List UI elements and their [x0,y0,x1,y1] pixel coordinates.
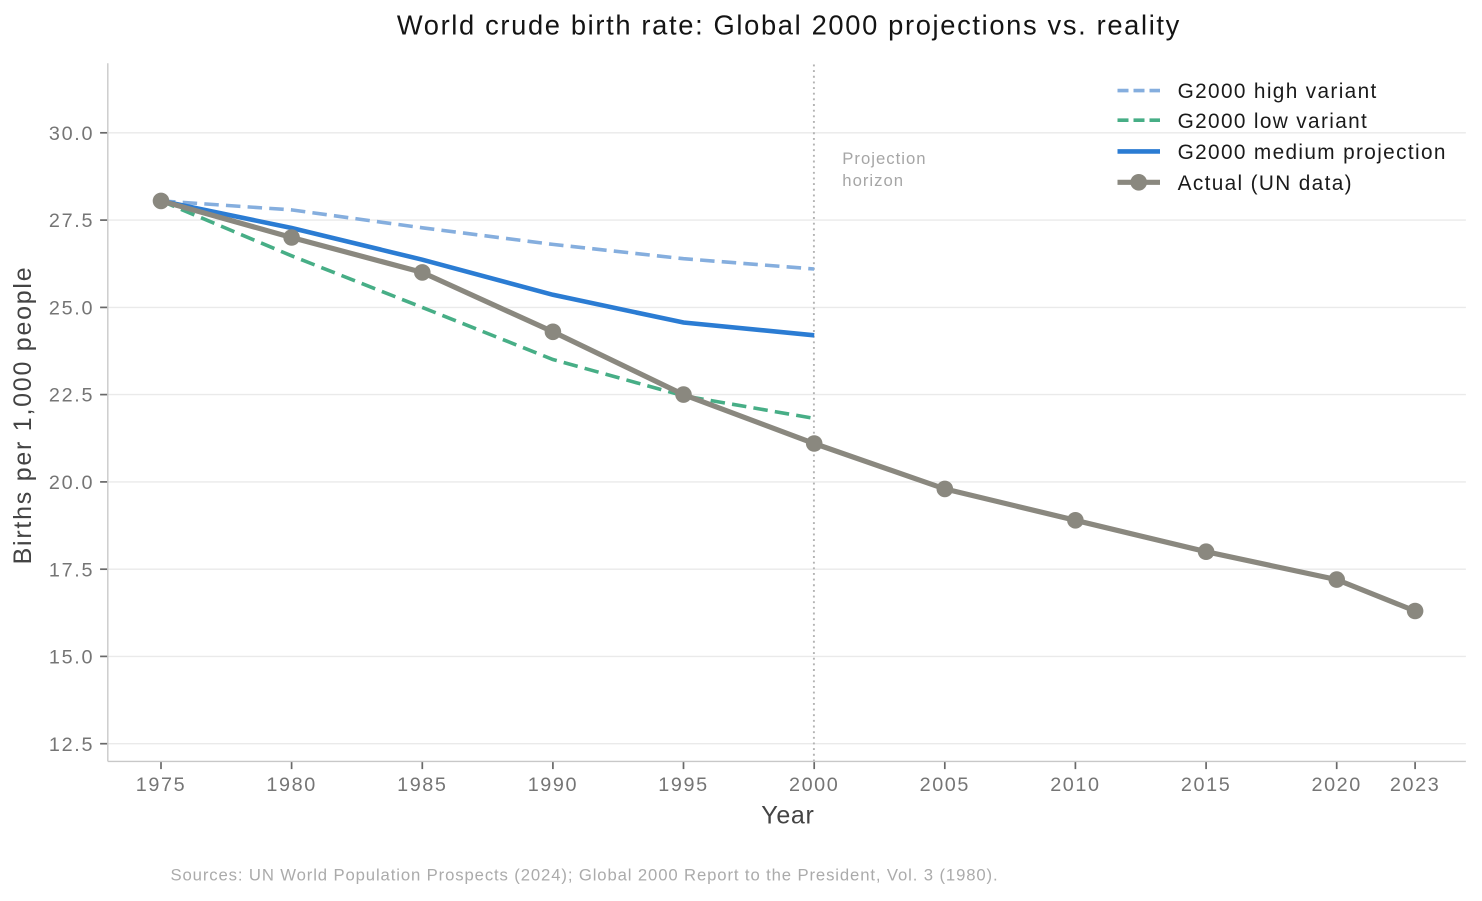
svg-text:22.5: 22.5 [49,385,94,407]
svg-text:1980: 1980 [266,774,316,796]
svg-text:G2000 medium projection: G2000 medium projection [1178,141,1447,164]
svg-text:1990: 1990 [528,774,578,796]
svg-text:2015: 2015 [1181,774,1231,796]
svg-text:25.0: 25.0 [49,298,94,320]
svg-text:horizon: horizon [842,171,904,190]
svg-text:15.0: 15.0 [49,647,94,669]
svg-text:Births per 1,000 people: Births per 1,000 people [9,266,37,565]
svg-text:30.0: 30.0 [49,123,94,145]
svg-text:World crude birth rate: Global: World crude birth rate: Global 2000 proj… [397,9,1181,40]
svg-text:G2000 low variant: G2000 low variant [1178,110,1369,133]
svg-text:Sources: UN World Population P: Sources: UN World Population Prospects (… [171,866,999,885]
svg-text:2005: 2005 [920,774,970,796]
svg-text:1975: 1975 [136,774,186,796]
svg-text:1985: 1985 [397,774,447,796]
svg-text:17.5: 17.5 [49,559,94,581]
svg-text:2010: 2010 [1050,774,1100,796]
svg-text:1995: 1995 [658,774,708,796]
svg-text:2000: 2000 [789,774,839,796]
svg-text:Projection: Projection [842,149,926,168]
svg-text:2023: 2023 [1390,774,1440,796]
svg-text:12.5: 12.5 [49,734,94,756]
svg-text:G2000 high variant: G2000 high variant [1178,80,1378,103]
svg-text:2020: 2020 [1311,774,1361,796]
svg-text:Year: Year [761,802,814,830]
svg-text:20.0: 20.0 [49,472,94,494]
svg-text:27.5: 27.5 [49,210,94,232]
svg-text:Actual (UN data): Actual (UN data) [1178,172,1353,195]
